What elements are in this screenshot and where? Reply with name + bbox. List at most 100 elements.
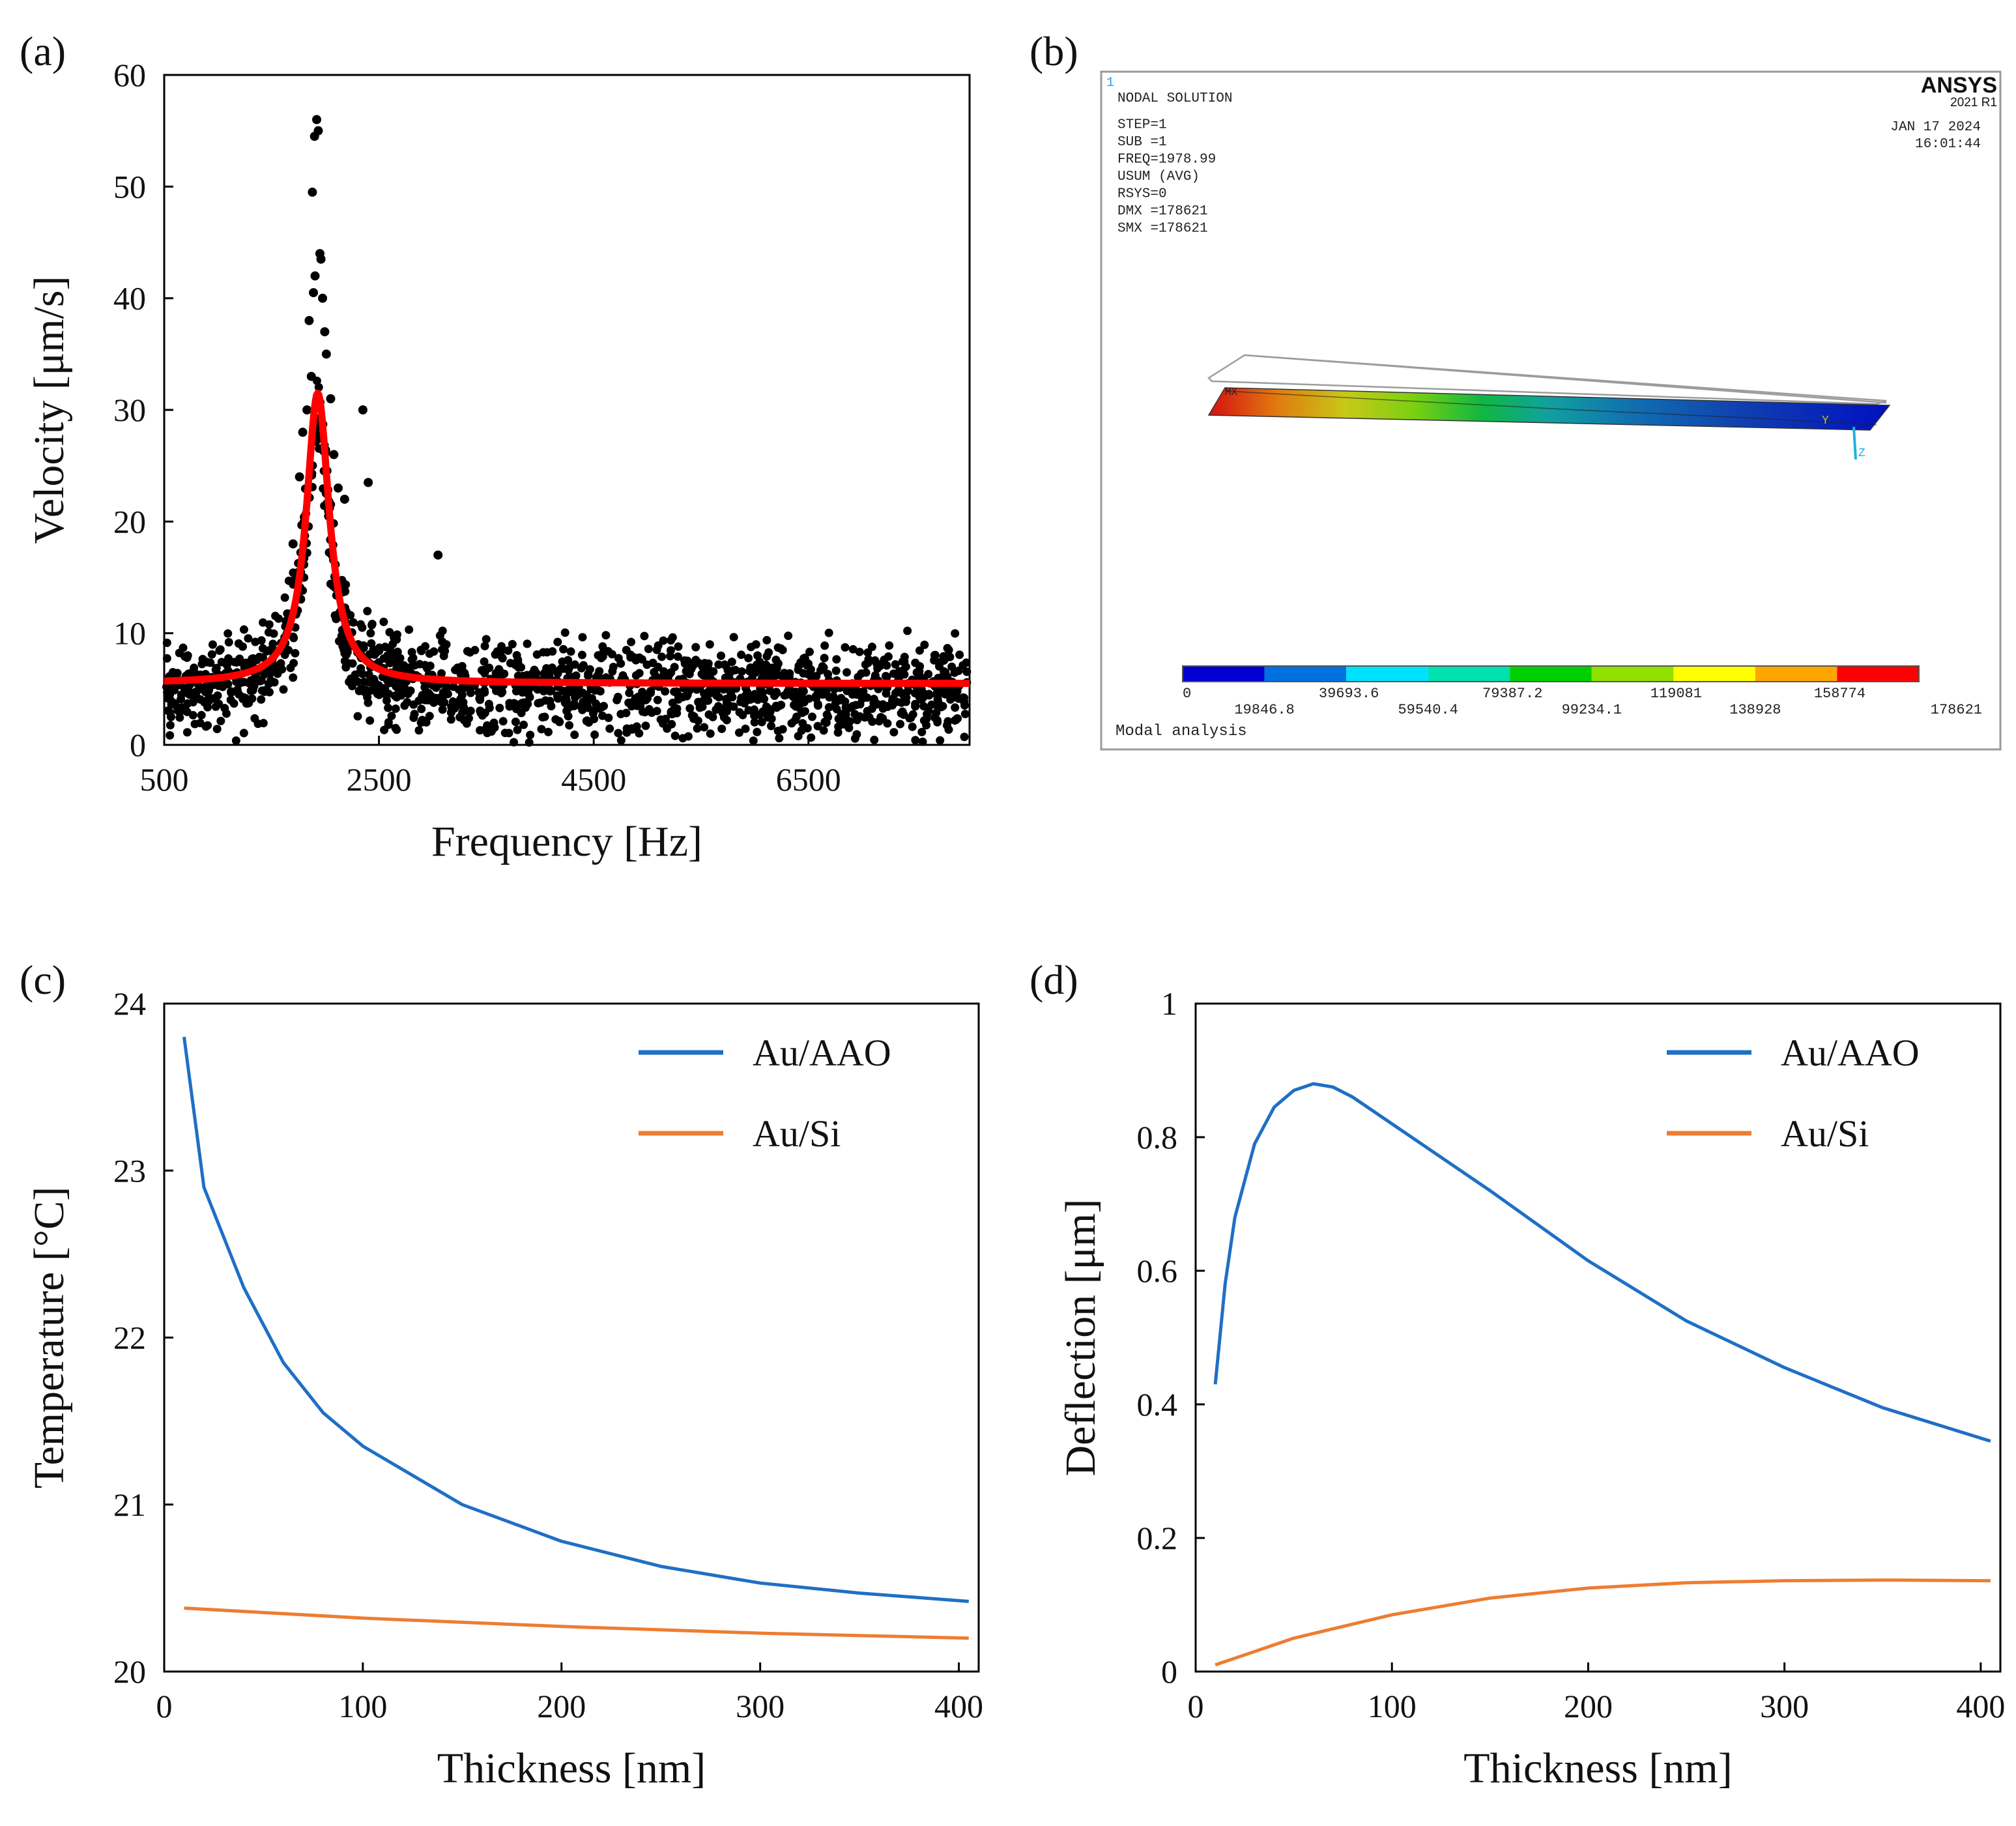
scatter-point [407, 648, 416, 657]
scatter-point [855, 647, 864, 656]
scatter-point [180, 652, 190, 661]
scatter-point [381, 689, 390, 699]
axis-y-label: Y [1822, 414, 1829, 428]
scatter-point [605, 724, 614, 733]
scatter-point [326, 394, 336, 403]
scatter-point [162, 654, 171, 663]
scatter-point [506, 659, 515, 668]
scatter-point [409, 700, 418, 709]
scatter-point [727, 658, 736, 667]
scatter-point [765, 704, 774, 714]
x-tick-label: 0 [1188, 1688, 1204, 1724]
scatter-point [382, 696, 391, 705]
lorentzian-fit-line [162, 389, 972, 688]
scatter-point [582, 716, 591, 725]
scatter-point [787, 719, 796, 728]
colorbar-label-bottom: 19846.8 [1234, 702, 1294, 718]
scatter-point [392, 635, 401, 644]
scatter-point [569, 699, 579, 708]
scatter-point [566, 647, 575, 656]
scatter-point [250, 682, 259, 691]
scatter-point [584, 669, 593, 678]
scatter-cloud [162, 115, 972, 747]
x-tick-label: 0 [156, 1688, 173, 1724]
ansys-info-line: NODAL SOLUTION [1117, 91, 1232, 106]
scatter-point [919, 716, 929, 725]
scatter-point [911, 736, 920, 745]
scatter-point [883, 702, 892, 711]
scatter-point [857, 669, 866, 678]
scatter-point [819, 663, 828, 673]
scatter-point [390, 691, 399, 701]
ansys-version: 2021 R1 [1950, 96, 1997, 109]
ansys-time: 16:01:44 [1915, 137, 1981, 152]
y-tick-label: 0 [130, 727, 146, 763]
scatter-point [268, 639, 278, 648]
scatter-point [451, 665, 460, 674]
colorbar-label-top: 0 [1183, 686, 1191, 702]
scatter-point [547, 663, 556, 673]
scatter-point [175, 713, 184, 722]
scatter-point [511, 717, 520, 727]
scatter-point [554, 694, 563, 703]
scatter-point [891, 660, 900, 669]
scatter-point [366, 716, 375, 725]
ansys-corner-mark: 1 [1106, 76, 1114, 91]
y-tick-label: 0 [1161, 1653, 1177, 1690]
scatter-point [182, 728, 192, 737]
scatter-point [537, 725, 546, 734]
scatter-point [625, 688, 634, 697]
scatter-point [523, 699, 532, 708]
scatter-point [745, 695, 754, 704]
scatter-point [812, 671, 821, 680]
undeformed-edge [1244, 354, 1887, 404]
scatter-point [510, 738, 519, 747]
scatter-point [689, 714, 698, 723]
scatter-point [738, 710, 747, 719]
scatter-point [510, 701, 519, 710]
scatter-point [463, 646, 472, 656]
scatter-point [318, 293, 328, 303]
scatter-point [659, 719, 668, 728]
scatter-point [190, 663, 199, 673]
scatter-point [203, 703, 212, 712]
scatter-point [414, 726, 424, 735]
scatter-point [242, 658, 251, 667]
scatter-point [166, 708, 175, 717]
scatter-point [429, 698, 439, 707]
scatter-point [637, 655, 646, 664]
legend-label: Au/Si [1781, 1112, 1869, 1155]
scatter-point [750, 717, 759, 727]
scatter-point [796, 658, 805, 667]
scatter-point [799, 687, 808, 696]
scatter-point [635, 669, 644, 678]
series-line-au-si [1215, 1578, 1991, 1667]
scatter-point [842, 668, 852, 677]
scatter-point [385, 628, 394, 637]
scatter-point [220, 704, 229, 713]
scatter-point [770, 691, 779, 701]
scatter-point [255, 652, 264, 661]
scatter-point [644, 704, 654, 714]
scatter-point [915, 661, 925, 671]
scatter-point [563, 702, 572, 711]
scatter-point [903, 626, 912, 635]
scatter-point [344, 659, 353, 668]
scatter-point [761, 660, 770, 669]
scatter-point [543, 648, 552, 657]
scatter-point [166, 690, 175, 699]
colorbar-frame [1182, 665, 1920, 682]
scatter-point [654, 663, 663, 672]
scatter-point [519, 720, 528, 729]
scatter-point [384, 717, 393, 727]
scatter-point [239, 729, 248, 738]
scatter-point [386, 675, 395, 684]
scatter-point [321, 349, 331, 359]
scatter-point [316, 254, 326, 264]
scatter-point [871, 656, 880, 665]
scatter-point [604, 714, 613, 723]
scatter-point [773, 671, 782, 680]
scatter-point [725, 685, 734, 694]
scatter-point [800, 706, 809, 716]
scatter-point [834, 722, 843, 731]
